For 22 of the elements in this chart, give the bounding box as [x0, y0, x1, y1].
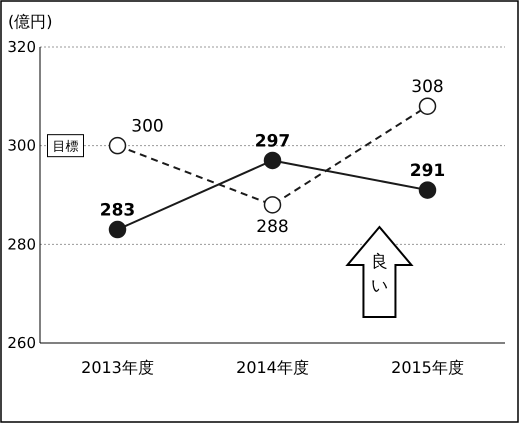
x-tick-label: 2013年度	[81, 358, 154, 377]
point	[108, 220, 126, 238]
y-tick-label: 300	[7, 136, 36, 155]
y-tick-label: 320	[7, 38, 36, 56]
y-axis-title: (億円)	[8, 12, 52, 31]
annotation: 良い	[370, 252, 388, 296]
data-label: 288	[256, 216, 289, 237]
text: 目標	[52, 140, 78, 155]
y-tick-label: 280	[7, 235, 36, 254]
y-tick-label: 260	[7, 334, 36, 352]
point	[418, 97, 436, 115]
data-label: 297	[254, 131, 290, 152]
data-label: 283	[100, 200, 136, 221]
data-label: 308	[411, 77, 444, 98]
data-label: 300	[131, 116, 164, 137]
point	[108, 136, 126, 154]
point	[264, 196, 282, 214]
point	[418, 181, 436, 199]
x-tick-label: 2014年度	[236, 358, 309, 377]
x-tick-label: 2015年度	[391, 358, 464, 377]
data-label: 291	[410, 161, 446, 182]
point	[264, 152, 282, 170]
